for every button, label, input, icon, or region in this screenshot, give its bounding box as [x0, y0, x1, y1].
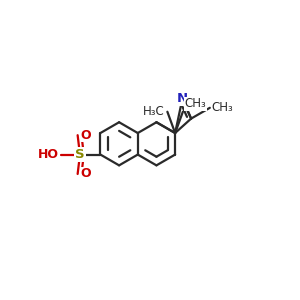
Text: H₃C: H₃C	[142, 105, 164, 118]
Text: CH₃: CH₃	[211, 101, 233, 114]
Text: HO: HO	[38, 148, 59, 161]
Text: S: S	[75, 148, 85, 161]
Text: CH₃: CH₃	[184, 97, 206, 110]
Text: O: O	[81, 167, 91, 181]
Text: N: N	[177, 92, 188, 105]
Text: O: O	[81, 129, 91, 142]
